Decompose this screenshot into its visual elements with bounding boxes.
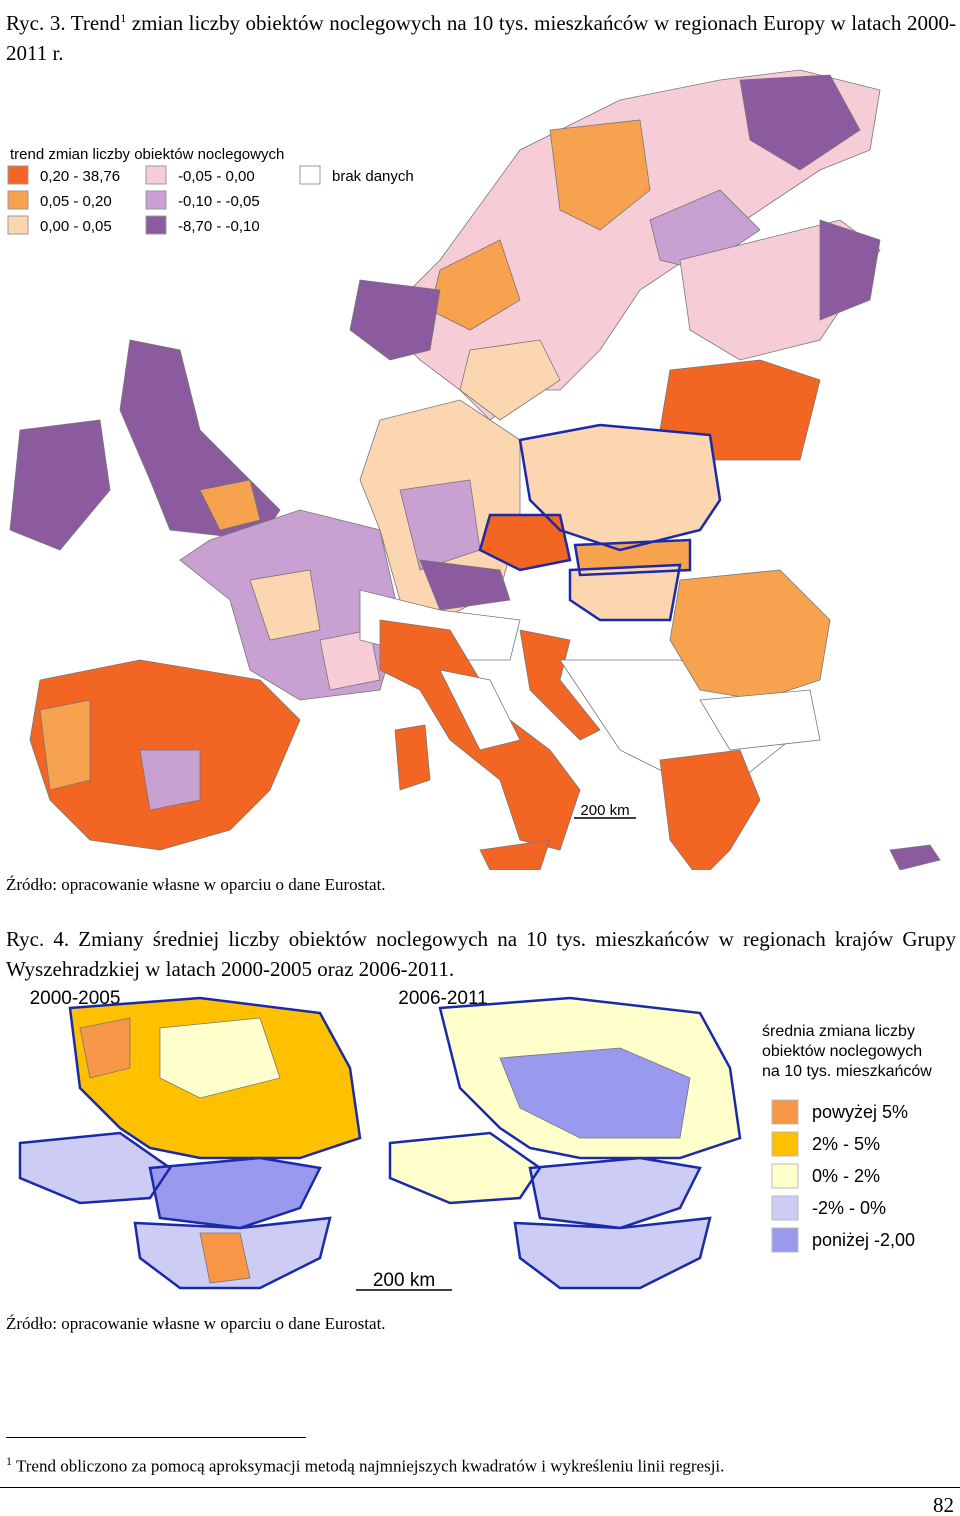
legend-swatch: [7, 165, 29, 185]
region: [819, 219, 881, 321]
region: [149, 1157, 321, 1229]
legend: 0,20 - 38,76 0,05 - 0,20 0,00 - 0,05 -0,05 …: [7, 165, 414, 235]
region: [389, 1132, 541, 1204]
region: [459, 339, 561, 421]
figure-caption: Ryc. 3. Trend1 zmian liczby obiektów noc…: [6, 3, 956, 68]
region: [319, 629, 381, 691]
region: [549, 119, 651, 231]
region: [659, 749, 761, 870]
region: [79, 1017, 131, 1079]
legend-label: -8,70 - -0,10: [178, 218, 260, 235]
panel-label: 2006-2011: [398, 988, 487, 1009]
page-number: 82: [933, 1493, 954, 1516]
legend-title-line: na 10 tys. mieszkańców: [762, 1063, 932, 1080]
border: [568, 563, 682, 622]
region: [739, 74, 861, 171]
legend-title: trend zmian liczby obiektów noclegowych: [10, 146, 284, 163]
region: [889, 844, 941, 870]
v4-borders: [478, 423, 722, 622]
legend-swatch: [771, 1099, 799, 1125]
legend-label: -0,10 - -0,05: [178, 193, 260, 210]
legend-swatch: [7, 215, 29, 235]
border: [388, 996, 742, 1290]
legend-swatch: [771, 1163, 799, 1189]
v4-borders: [18, 996, 742, 1290]
legend-label: -0,05 - 0,00: [178, 168, 255, 185]
region: [159, 1017, 281, 1099]
region: [39, 699, 91, 791]
region: [139, 749, 201, 811]
panel-label: 2000-2005: [30, 988, 121, 1009]
region: [9, 419, 111, 551]
region: [699, 689, 821, 751]
regions: [9, 69, 941, 870]
legend-swatch: [7, 190, 29, 210]
caption-text: zmian liczby obiektów noclegowych na 10 …: [6, 11, 956, 65]
legend-title-line: obiektów noclegowych: [762, 1043, 922, 1060]
footnote-text: Trend obliczono za pomocą aproksymacji m…: [15, 1456, 725, 1476]
legend-label: -2% - 0%: [812, 1198, 886, 1218]
legend-swatch: [771, 1131, 799, 1157]
region: [394, 724, 431, 791]
legend-title-line: średnia zmiana liczby: [762, 1023, 915, 1040]
region: [479, 839, 551, 870]
region: [439, 669, 521, 751]
right-map: [389, 997, 741, 1289]
legend-label: brak danych: [332, 168, 414, 185]
region: [199, 1232, 251, 1284]
figure-caption: Ryc. 4. Zmiany średniej liczby obiektów …: [6, 927, 956, 981]
region: [419, 559, 511, 611]
legend-swatch: [299, 165, 321, 185]
region: [669, 569, 831, 701]
legend-label: 0% - 2%: [812, 1166, 880, 1186]
region: [349, 279, 441, 361]
scale-label: 200 km: [373, 1270, 435, 1291]
border: [478, 513, 572, 572]
scale-label: 200 km: [580, 802, 629, 819]
region: [199, 479, 261, 531]
border: [573, 538, 692, 577]
legend-swatch: [145, 215, 167, 235]
caption-text: Ryc. 3. Trend: [6, 11, 121, 35]
legend-swatch: [145, 190, 167, 210]
source: Źródło: opracowanie własne w oparciu o d…: [6, 875, 386, 894]
legend-swatch: [771, 1195, 799, 1221]
legend-swatch: [771, 1227, 799, 1253]
left-map: [19, 997, 361, 1289]
region: [249, 569, 321, 641]
region: [529, 1157, 701, 1229]
region: [519, 629, 601, 741]
footnote-ref: 1: [120, 11, 127, 25]
footnote-mark: 1: [6, 1454, 12, 1468]
source: Źródło: opracowanie własne w oparciu o d…: [6, 1314, 386, 1333]
legend-label: 0,00 - 0,05: [40, 218, 112, 235]
footnote-rule: [6, 1437, 306, 1438]
border: [518, 423, 722, 552]
page-rule: [0, 1487, 960, 1488]
legend-swatch: [145, 165, 167, 185]
legend-label: 2% - 5%: [812, 1134, 880, 1154]
legend-label: 0,20 - 38,76: [40, 168, 120, 185]
legend-label: powyżej 5%: [812, 1102, 908, 1122]
footnote: 1 Trend obliczono za pomocą aproksymacji…: [6, 1446, 724, 1482]
border: [18, 996, 362, 1290]
europe-map: trend zmian liczby obiektów noclegowych …: [7, 69, 941, 870]
v4-maps: 2000-2005 2006-2011 200 km średnia zmian…: [18, 988, 932, 1291]
legend-title: średnia zmiana liczby obiektów noclegowyc…: [762, 1023, 932, 1080]
legend-label: 0,05 - 0,20: [40, 193, 112, 210]
legend-label: poniżej -2,00: [812, 1230, 915, 1250]
legend: powyżej 5% 2% - 5% 0% - 2% -2% - 0% poniżej …: [771, 1099, 915, 1253]
region: [499, 1047, 691, 1139]
